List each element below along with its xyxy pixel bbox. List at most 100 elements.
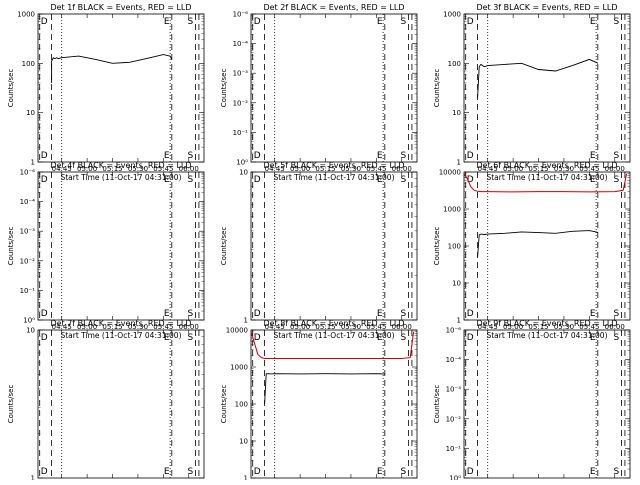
y-tick-label: 1 xyxy=(31,159,35,167)
y-tick-label: 1 xyxy=(244,475,248,481)
y-tick-label: 1 xyxy=(457,159,461,167)
marker-label-top: D xyxy=(254,17,261,27)
x-axis-label: Start Time (11-Oct-17 04:31:00) xyxy=(486,173,607,182)
x-tick-label: 05:00 xyxy=(77,165,97,173)
chart-title: Det 8f BLACK = Events, RED = LLD xyxy=(263,319,404,328)
marker-label-bottom: S xyxy=(188,467,194,477)
y-tick-label: 100 xyxy=(22,60,35,68)
series-line-black xyxy=(51,54,173,83)
x-axis-label: Start Time (11-Oct-17 04:31:00) xyxy=(60,331,181,340)
x-tick-label: 06:00 xyxy=(392,165,412,173)
plot-frame xyxy=(37,13,205,163)
plot-frame xyxy=(37,329,205,479)
y-tick-label: 10⁻³ xyxy=(446,386,462,394)
marker-label-bottom: E xyxy=(377,467,383,477)
series-line-black xyxy=(264,373,385,405)
y-tick-label: 10⁰ xyxy=(23,317,35,325)
marker-label-bottom: S xyxy=(188,309,194,319)
x-tick-label: 06:00 xyxy=(605,165,625,173)
y-tick-label: 10 xyxy=(452,109,461,117)
marker-label-bottom: E xyxy=(377,151,383,161)
y-tick-label: 10⁰ xyxy=(449,475,461,481)
marker-label-top: E xyxy=(164,17,170,27)
plot-frame xyxy=(250,13,418,163)
marker-label-top: D xyxy=(41,17,48,27)
marker-label-top: D xyxy=(467,333,474,343)
series-line-red xyxy=(463,173,628,193)
y-tick-label: 10⁻¹ xyxy=(446,445,462,453)
y-axis-label: Counts/sec xyxy=(433,227,441,266)
x-tick-label: 05:00 xyxy=(290,323,310,331)
marker-label-top: S xyxy=(188,333,194,343)
marker-label-bottom: S xyxy=(401,309,407,319)
marker-label-bottom: E xyxy=(590,309,596,319)
marker-label-top: E xyxy=(377,175,383,185)
x-tick-label: 05:15 xyxy=(315,323,335,331)
chart-det-6: Det 6f BLACK = Events, RED = LLD 04:45 05:… xyxy=(433,161,631,340)
x-tick-label: 06:00 xyxy=(179,165,199,173)
y-tick-label: 10⁻¹ xyxy=(233,129,249,137)
series-line-black xyxy=(477,230,598,258)
x-tick-label: 05:30 xyxy=(128,323,148,331)
x-axis-label: Start Time (11-Oct-17 04:31:00) xyxy=(273,173,394,182)
y-tick-label: 1000 xyxy=(443,206,461,214)
x-tick-label: 04:45 xyxy=(478,323,498,331)
marker-label-top: D xyxy=(254,333,261,343)
y-tick-label: 100 xyxy=(448,60,461,68)
marker-label-bottom: D xyxy=(254,151,261,161)
x-tick-label: 05:15 xyxy=(102,165,122,173)
y-tick-label: 10⁻⁴ xyxy=(233,40,249,48)
x-axis-label: Start Time (11-Oct-17 04:31:00) xyxy=(273,331,394,340)
y-tick-label: 1000 xyxy=(230,364,248,372)
chart-det-3: Det 3f BLACK = Events, RED = LLD 04:45 05:… xyxy=(433,3,631,182)
x-tick-label: 04:45 xyxy=(52,165,72,173)
marker-label-top: S xyxy=(614,333,620,343)
y-tick-label: 10⁻² xyxy=(446,415,462,423)
marker-label-bottom: S xyxy=(614,151,620,161)
y-tick-label: 10⁻¹ xyxy=(20,287,36,295)
x-tick-label: 05:00 xyxy=(503,323,523,331)
chart-det-2: Det 2f BLACK = Events, RED = LLD 04:45 05:… xyxy=(220,3,418,182)
x-tick-label: 05:15 xyxy=(102,323,122,331)
y-tick-label: 1000 xyxy=(443,11,461,19)
chart-title: Det 6f BLACK = Events, RED = LLD xyxy=(476,161,617,170)
y-tick-label: 1000 xyxy=(17,11,35,19)
y-tick-label: 100 xyxy=(235,401,248,409)
y-tick-label: 1 xyxy=(457,317,461,325)
y-tick-label: 100 xyxy=(448,243,461,251)
marker-label-bottom: D xyxy=(254,309,261,319)
marker-label-top: D xyxy=(467,175,474,185)
marker-label-top: S xyxy=(188,175,194,185)
x-axis-label: Start Time (11-Oct-17 04:31:00) xyxy=(486,331,607,340)
marker-label-bottom: D xyxy=(41,151,48,161)
marker-label-top: S xyxy=(401,17,407,27)
chart-title: Det 3f BLACK = Events, RED = LLD xyxy=(476,3,617,12)
y-axis-label: Counts/sec xyxy=(433,385,441,424)
marker-label-bottom: S xyxy=(401,467,407,477)
marker-label-bottom: E xyxy=(590,151,596,161)
x-tick-label: 05:45 xyxy=(153,323,173,331)
x-tick-label: 05:45 xyxy=(366,323,386,331)
y-tick-label: 10⁻⁶ xyxy=(446,327,462,335)
marker-label-top: S xyxy=(614,175,620,185)
x-tick-label: 05:30 xyxy=(128,165,148,173)
marker-label-bottom: S xyxy=(614,309,620,319)
y-tick-label: 10⁰ xyxy=(236,159,248,167)
marker-label-bottom: E xyxy=(590,467,596,477)
y-tick-label: 10⁻³ xyxy=(233,70,249,78)
chart-title: Det 1f BLACK = Events, RED = LLD xyxy=(50,3,191,12)
plot-frame xyxy=(463,13,631,163)
x-tick-label: 06:00 xyxy=(179,323,199,331)
marker-label-bottom: S xyxy=(614,467,620,477)
marker-label-top: E xyxy=(377,333,383,343)
plot-frame xyxy=(250,171,418,321)
chart-det-1: Det 1f BLACK = Events, RED = LLD 04:45 05:… xyxy=(7,3,205,182)
y-tick-label: 10⁻⁶ xyxy=(20,169,36,177)
marker-label-bottom: E xyxy=(164,309,170,319)
y-tick-label: 10⁻⁴ xyxy=(446,356,462,364)
marker-label-bottom: E xyxy=(164,467,170,477)
